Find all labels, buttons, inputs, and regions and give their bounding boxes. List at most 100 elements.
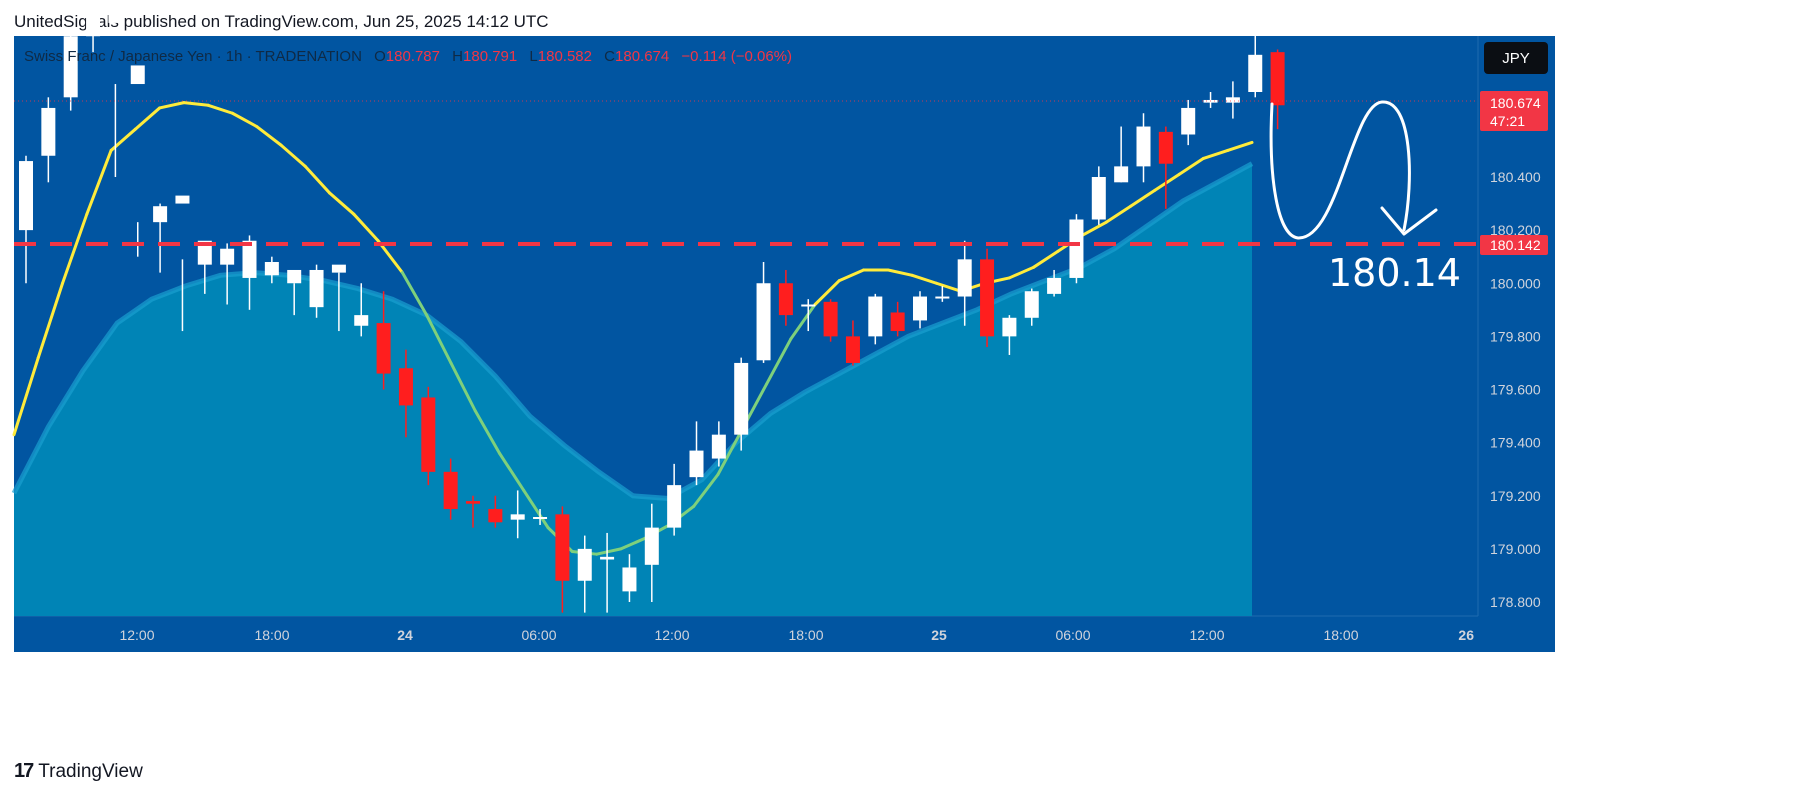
fast-ma-segment (158, 101, 186, 110)
candle (533, 509, 548, 525)
candle (577, 535, 592, 613)
candle-body (287, 269, 302, 284)
candle (421, 386, 436, 486)
time-axis (14, 616, 1478, 652)
x-tick-label: 06:00 (1055, 627, 1090, 643)
candle-body (1181, 107, 1196, 135)
fast-ma-segment (352, 212, 380, 243)
tradingview-logo-text: TradingView (38, 760, 143, 782)
candle (1158, 126, 1173, 209)
fast-ma-segment (279, 143, 307, 168)
candle (86, 14, 101, 53)
candle-body (890, 312, 905, 332)
candle-body (488, 509, 503, 523)
candle-body (466, 501, 480, 504)
candle (63, 28, 78, 111)
candle (1047, 269, 1062, 297)
candle-body (1270, 52, 1285, 106)
candle (689, 421, 704, 486)
candle (845, 320, 860, 366)
x-tick-label: 12:00 (119, 627, 154, 643)
candle-body (1136, 126, 1151, 167)
y-tick-label: 179.200 (1490, 488, 1541, 504)
candle-body (19, 161, 33, 231)
candle-body (197, 240, 212, 265)
fast-ma-segment (400, 271, 429, 317)
candle (823, 299, 838, 342)
currency-button-label: JPY (1502, 50, 1530, 67)
candle-body (823, 301, 838, 337)
arrow-head-icon (1380, 206, 1438, 236)
candle (1181, 99, 1196, 146)
fast-ma-segment (36, 281, 65, 360)
fast-ma-segment (473, 409, 501, 455)
fast-ma-segment (85, 148, 113, 216)
candle-body (845, 336, 860, 363)
candle-body (1158, 131, 1173, 164)
candle (1225, 81, 1240, 119)
candle-body (175, 195, 190, 204)
x-tick-label: 26 (1458, 627, 1474, 643)
x-tick-label: 12:00 (1189, 627, 1224, 643)
fast-ma-segment (522, 488, 550, 530)
candle-body (331, 264, 346, 273)
candle-body (108, 7, 123, 23)
legend-l-value: 180.582 (538, 48, 592, 65)
candle (220, 243, 235, 305)
legend-h-value: 180.791 (463, 48, 517, 65)
fast-ma-segment (1201, 148, 1230, 160)
candle (980, 248, 995, 347)
fast-ma-segment (230, 111, 259, 129)
fast-ma-segment (1007, 265, 1036, 280)
candle-body (667, 485, 682, 528)
candle (868, 293, 883, 345)
y-tick-label: 180.000 (1490, 275, 1541, 291)
candle-body (242, 240, 257, 278)
fast-ma-segment (1104, 204, 1133, 224)
candle (667, 463, 682, 536)
y-tick-label: 179.800 (1490, 328, 1541, 344)
currency-button[interactable]: JPY (1484, 42, 1548, 74)
candle-body (220, 248, 235, 265)
tradingview-logo[interactable]: 17 TradingView (14, 760, 143, 783)
candle-body (309, 269, 324, 308)
candle-body (41, 107, 56, 156)
fast-ma-segment (497, 451, 526, 492)
candle (309, 264, 324, 318)
candle (376, 291, 391, 390)
current-price-value: 180.674 (1490, 95, 1541, 111)
candle-body (935, 296, 950, 299)
legend-l-label: L (529, 48, 537, 65)
level-price-value: 180.142 (1490, 237, 1541, 253)
fast-ma-segment (255, 125, 283, 147)
target-annotation: 180.14 (1328, 251, 1461, 295)
candle-body (510, 514, 525, 520)
candle-body (689, 450, 704, 478)
slow-ma-line (11, 161, 1254, 501)
y-tick-label: 180.400 (1490, 169, 1541, 185)
fast-ma-segment (934, 281, 963, 293)
level-price-tag: 180.142 (1480, 235, 1548, 255)
candle (801, 299, 816, 332)
candle (1069, 214, 1084, 284)
candle (935, 285, 950, 302)
candle (622, 554, 637, 602)
candle-body (711, 434, 726, 459)
candle (197, 240, 212, 294)
candle-body (1114, 166, 1129, 183)
projection-arrow-path (1269, 100, 1411, 240)
candle (1114, 126, 1129, 183)
candle (153, 203, 168, 273)
candle (711, 421, 726, 467)
price-axis (1478, 36, 1555, 616)
candle-body (1091, 177, 1106, 220)
legend-h-label: H (452, 48, 463, 65)
fast-ma-segment (886, 268, 914, 277)
candle-body (622, 567, 637, 592)
candle (1270, 49, 1285, 130)
candle (354, 283, 369, 337)
fast-ma-segment (61, 212, 89, 285)
candle-body (376, 323, 391, 374)
x-tick-label: 25 (931, 627, 947, 643)
